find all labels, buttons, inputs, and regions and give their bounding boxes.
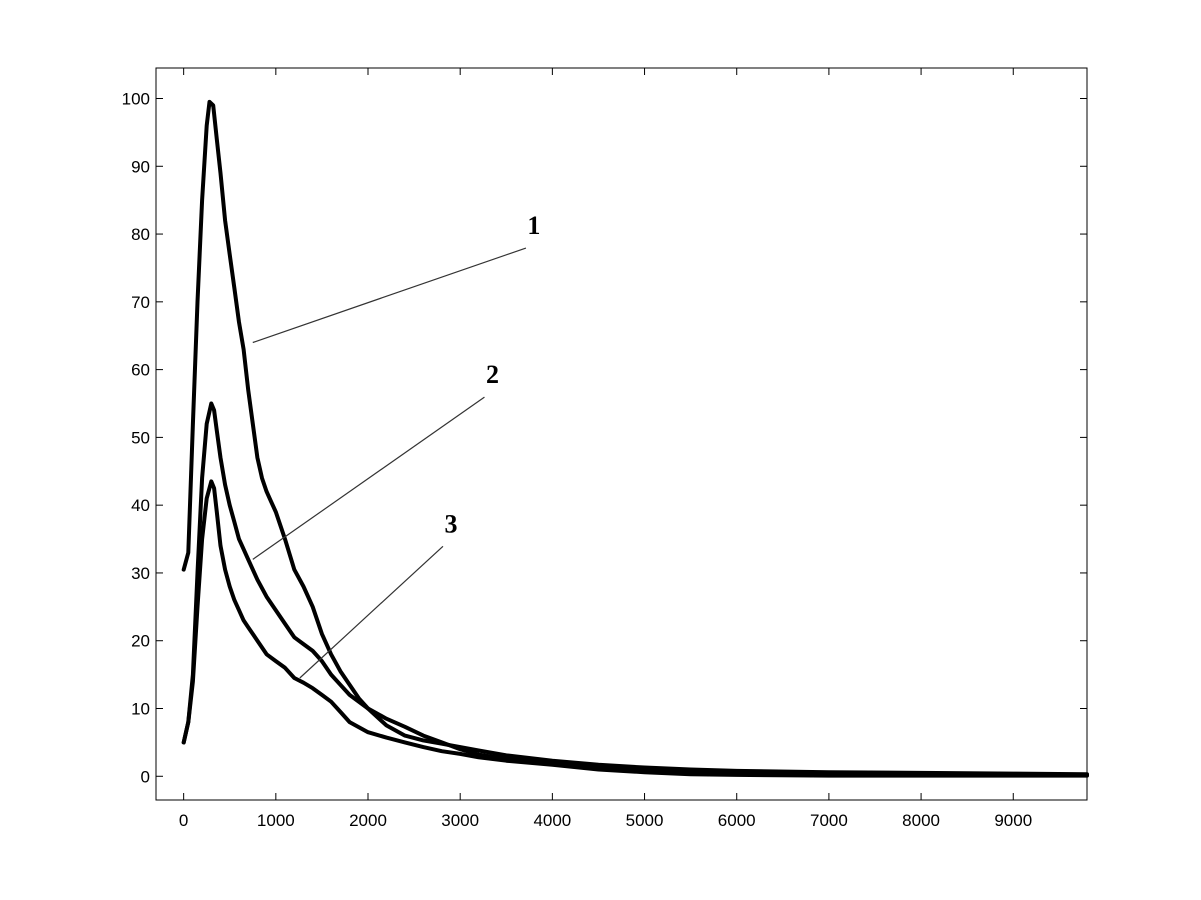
curve-annotations: 1 2 3 [252, 211, 540, 679]
y-tick-label: 70 [131, 293, 150, 312]
y-tick-label: 80 [131, 225, 150, 244]
x-tick-label: 3000 [441, 811, 479, 830]
x-tick-label: 0 [179, 811, 188, 830]
leader-line-3 [299, 545, 444, 679]
y-tick-label: 20 [131, 632, 150, 651]
series-lines [181, 99, 1089, 778]
y-tick-label: 40 [131, 496, 150, 515]
leader-line-2 [252, 396, 485, 560]
axes: 0 1000 2000 3000 4000 5000 6000 7000 8000 9000 0 10… [122, 67, 1088, 830]
y-tick-label: 90 [131, 157, 150, 176]
series-line-2 [181, 401, 1089, 777]
x-tick-label: 9000 [994, 811, 1032, 830]
curve-label-2: 2 [486, 360, 499, 389]
y-tick-label: 30 [131, 564, 150, 583]
x-tick-label: 5000 [626, 811, 664, 830]
y-tick-label: 0 [141, 767, 150, 786]
series-line-3 [181, 479, 1089, 778]
x-tick-label: 2000 [349, 811, 387, 830]
x-tick-label: 7000 [810, 811, 848, 830]
x-tick-label: 4000 [533, 811, 571, 830]
y-tick-label: 50 [131, 428, 150, 447]
series-line-1 [181, 99, 1089, 777]
y-tick-label: 10 [131, 700, 150, 719]
plot-frame [155, 67, 1088, 801]
leader-line-1 [252, 247, 527, 344]
curve-label-1: 1 [527, 211, 540, 240]
x-tick-label: 6000 [718, 811, 756, 830]
x-tick-label: 8000 [902, 811, 940, 830]
y-tick-label: 100 [122, 90, 150, 109]
x-tick-label: 1000 [257, 811, 295, 830]
curve-label-3: 3 [444, 509, 457, 538]
y-tick-label: 60 [131, 361, 150, 380]
